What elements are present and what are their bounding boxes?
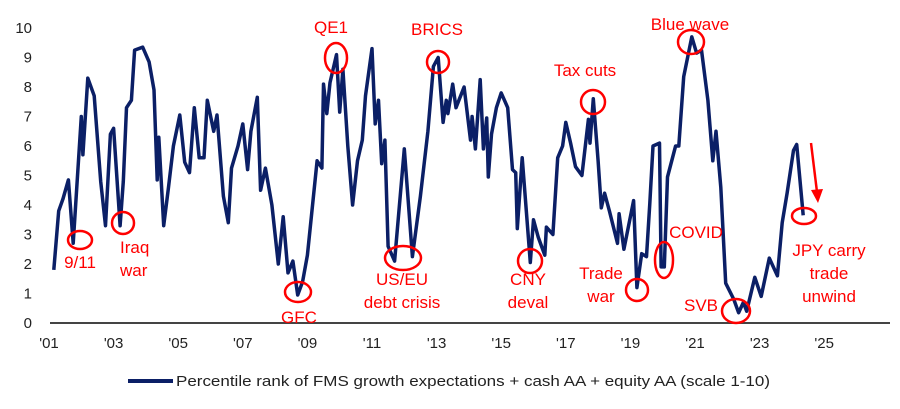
x-tick-label: '05 (168, 335, 188, 352)
annotation-brics: BRICS (411, 20, 463, 75)
annotation-circle (624, 277, 650, 303)
annotation-useu: US/EU debt crisis (364, 244, 441, 312)
y-axis-ticks: 0 1 2 3 4 5 6 7 8 9 10 (15, 20, 32, 332)
annotation-circle (66, 229, 94, 251)
x-tick-label: '07 (233, 335, 253, 352)
y-tick-label: 10 (15, 20, 32, 37)
annotation-label: SVB (684, 296, 718, 315)
annotation-circle (579, 88, 607, 116)
annotation-circle (790, 206, 818, 226)
annotation-label: JPY carry (792, 241, 866, 260)
annotation-911: 9/11 (64, 229, 96, 272)
annotation-circle (383, 244, 423, 272)
annotation-label: GFC (281, 308, 317, 327)
annotation-covid: COVID (653, 223, 723, 280)
annotation-circle (323, 41, 349, 75)
annotation-taxcuts: Tax cuts (554, 61, 616, 116)
annotation-circle (425, 49, 451, 75)
annotation-label: trade (810, 264, 849, 283)
y-tick-label: 6 (24, 138, 32, 155)
annotation-iraq: Iraq war (110, 210, 149, 280)
annotation-label: Trade (579, 264, 623, 283)
y-tick-label: 4 (24, 197, 32, 214)
y-tick-label: 3 (24, 227, 32, 244)
y-tick-label: 0 (24, 315, 32, 332)
annotation-label: 9/11 (64, 253, 96, 272)
annotation-circle (653, 240, 675, 280)
y-tick-label: 2 (24, 256, 32, 273)
x-tick-label: '21 (685, 335, 705, 352)
annotation-label: CNY (510, 270, 546, 289)
annotation-label: deval (508, 293, 549, 312)
annotation-label: unwind (802, 287, 856, 306)
x-tick-label: '19 (621, 335, 641, 352)
annotation-svb: SVB (684, 296, 752, 325)
x-tick-label: '17 (556, 335, 576, 352)
annotation-label: US/EU (376, 270, 428, 289)
x-tick-label: '23 (750, 335, 770, 352)
y-tick-label: 7 (24, 109, 32, 126)
x-tick-label: '15 (491, 335, 511, 352)
annotation-label: debt crisis (364, 293, 441, 312)
annotations: 9/11 Iraq war GFC QE1 US/EU debt crisis BRICS CN… (64, 15, 866, 327)
y-tick-label: 5 (24, 168, 32, 185)
annotation-label: war (119, 261, 148, 280)
annotation-gfc: GFC (281, 280, 317, 327)
y-tick-label: 9 (24, 50, 32, 67)
x-axis-ticks: '01 '03 '05 '07 '09 '11 '13 '15 '17 '19 '21 '23 '25 (39, 335, 834, 352)
x-tick-label: '03 (104, 335, 124, 352)
annotation-circle (676, 28, 706, 56)
legend-label: Percentile rank of FMS growth expectatio… (176, 373, 770, 390)
down-arrow-icon (809, 142, 823, 203)
annotation-label: Tax cuts (554, 61, 616, 80)
annotation-label: war (586, 287, 615, 306)
annotation-circle (110, 210, 136, 236)
annotation-label: COVID (669, 223, 723, 242)
annotation-label: BRICS (411, 20, 463, 39)
x-tick-label: '09 (298, 335, 318, 352)
annotation-cny: CNY deval (508, 247, 549, 312)
annotation-jpy: JPY carry trade unwind (790, 206, 866, 306)
annotation-circle (720, 297, 752, 325)
annotation-label: Iraq (120, 238, 149, 257)
y-tick-label: 8 (24, 79, 32, 96)
annotation-circle (283, 280, 313, 304)
annotation-circle (516, 247, 544, 275)
annotation-label: Blue wave (651, 15, 729, 34)
x-tick-label: '25 (814, 335, 834, 352)
annotation-bluewave: Blue wave (651, 15, 729, 56)
x-tick-label: '13 (427, 335, 447, 352)
x-tick-label: '01 (39, 335, 59, 352)
legend: Percentile rank of FMS growth expectatio… (128, 373, 770, 390)
annotation-tradewar: Trade war (579, 264, 650, 306)
annotation-label: QE1 (314, 18, 348, 37)
annotation-qe1: QE1 (314, 18, 349, 75)
x-tick-label: '11 (363, 335, 381, 352)
series-line (52, 35, 805, 315)
y-tick-label: 1 (24, 286, 32, 303)
